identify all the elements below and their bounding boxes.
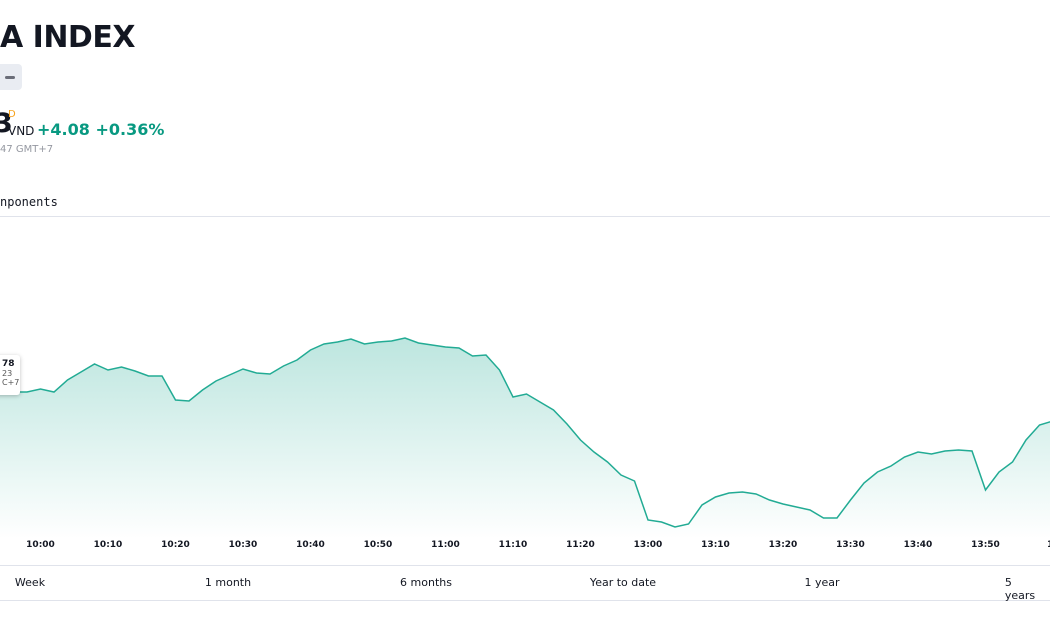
range-tab[interactable]: 1 year [804,576,840,589]
x-tick-label: 10:40 [296,540,325,550]
range-tab[interactable]: Year to date [589,576,657,589]
price: 3 [0,108,13,139]
x-tick-label: 10:10 [94,540,123,550]
change-value: +4.08 [37,120,90,139]
area [0,338,1050,539]
range-tab[interactable]: 1 month [204,576,252,589]
tooltip: 78 23 C+7 [0,355,20,395]
currency: VND [8,124,35,138]
x-tick-label: 1 [1047,540,1050,550]
x-tick-label: 11:00 [431,540,460,550]
x-tick-label: 13:40 [904,540,933,550]
time-note: 47 GMT+7 [0,144,54,155]
range-tab[interactable]: 5 years [1004,576,1036,602]
x-tick-label: 13:10 [701,540,730,550]
x-tick-label: 11:20 [566,540,595,550]
x-tick-label: 10:00 [26,540,55,550]
change: +4.08 +0.36% [37,120,164,139]
range-tab[interactable]: Week [14,576,46,589]
x-tick-label: 13:20 [769,540,798,550]
x-tick-label: 11:10 [499,540,528,550]
range-bar: Week 1 month 6 months Year to date 1 year 5 y… [0,565,1050,602]
tooltip-value: 78 [2,359,15,369]
change-percent: +0.36% [95,120,165,139]
tab[interactable]: nponents [0,195,58,209]
title: A INDEX [0,20,135,55]
collapse-button[interactable] [0,64,22,90]
line [0,337,1050,528]
chart: 10:00 10:10 10:20 10:30 10:40 10:50 11:00 11:10… [0,337,1050,550]
x-tick-label: 13:00 [634,540,663,550]
price-flag: D [8,109,16,120]
tooltip-date: 23 [2,369,13,378]
tooltip-zone: C+7 [2,378,20,387]
separator [0,216,1050,217]
x-tick-label: 13:50 [971,540,1000,550]
x-tick-label: 13:30 [836,540,865,550]
x-tick-label: 10:30 [229,540,258,550]
x-tick-label: 10:20 [161,540,190,550]
range-tab[interactable]: 6 months [400,576,452,589]
x-tick-label: 10:50 [364,540,393,550]
